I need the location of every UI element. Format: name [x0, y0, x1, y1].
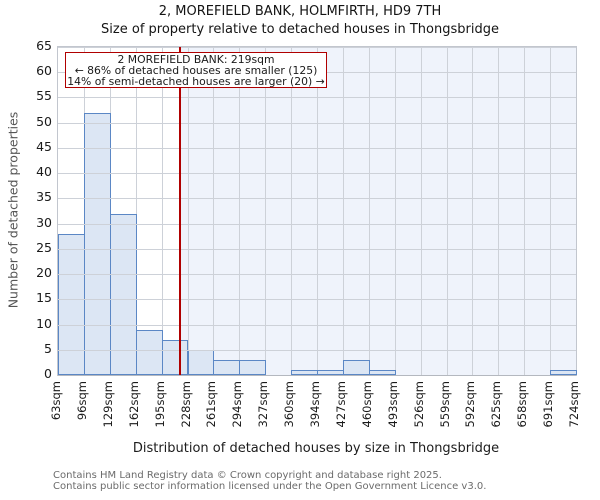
- vertical-gridline: [239, 47, 241, 375]
- vertical-gridline: [498, 47, 500, 375]
- x-tick-label: 493sqm: [385, 381, 400, 428]
- x-axis-label: Distribution of detached houses by size …: [132, 441, 500, 456]
- vertical-gridline: [342, 47, 344, 375]
- y-tick-label: 60: [36, 63, 52, 79]
- vertical-gridline: [524, 47, 526, 375]
- x-tick-label: 162sqm: [126, 381, 141, 428]
- x-tick-label: 625sqm: [489, 381, 504, 428]
- horizontal-gridline: [58, 147, 576, 149]
- x-tick-label: 360sqm: [282, 381, 297, 428]
- y-tick-label: 10: [36, 315, 52, 331]
- x-tick-label: 63sqm: [49, 381, 63, 421]
- x-axis-line: [58, 375, 576, 376]
- horizontal-gridline: [58, 223, 576, 225]
- y-tick-label: 30: [36, 214, 52, 230]
- footer-line-1: Contains HM Land Registry data © Crown c…: [53, 470, 442, 481]
- vertical-gridline: [420, 47, 422, 375]
- vertical-gridline: [394, 47, 396, 375]
- y-tick-label: 40: [36, 164, 52, 180]
- marker-line: [179, 47, 182, 375]
- horizontal-gridline: [58, 173, 576, 175]
- vertical-gridline: [368, 47, 370, 375]
- vertical-gridline: [135, 47, 137, 375]
- x-tick-label: 460sqm: [359, 381, 374, 428]
- histogram-bar: [550, 369, 577, 375]
- y-tick-label: 15: [36, 290, 52, 306]
- x-tick-label: 592sqm: [463, 381, 478, 428]
- y-tick-label: 35: [36, 189, 52, 205]
- y-tick-label: 0: [44, 366, 52, 381]
- x-tick-label: 228sqm: [178, 381, 193, 428]
- plot-area: [57, 46, 577, 376]
- histogram-bar: [58, 233, 85, 375]
- horizontal-gridline: [58, 47, 576, 48]
- y-tick-label: 20: [36, 265, 52, 281]
- histogram-bar: [135, 329, 163, 375]
- shade-right-of-marker: [180, 47, 576, 375]
- y-tick-label: 5: [44, 340, 52, 356]
- x-tick-label: 427sqm: [333, 381, 348, 428]
- horizontal-gridline: [58, 324, 576, 326]
- vertical-gridline: [472, 47, 474, 375]
- horizontal-gridline: [58, 274, 576, 276]
- vertical-gridline: [550, 47, 552, 375]
- x-tick-label: 691sqm: [541, 381, 556, 428]
- y-tick-label: 50: [36, 113, 52, 129]
- vertical-gridline: [317, 47, 318, 375]
- vertical-gridline: [265, 47, 267, 375]
- vertical-gridline: [291, 47, 293, 375]
- histogram-bar: [83, 112, 111, 375]
- annotation-box: 2 MOREFIELD BANK: 219sqm ← 86% of detach…: [65, 52, 327, 88]
- horizontal-gridline: [58, 198, 576, 200]
- page-title: 2, MOREFIELD BANK, HOLMFIRTH, HD9 7TH: [158, 4, 442, 19]
- histogram-bar: [161, 339, 189, 375]
- vertical-gridline: [187, 47, 189, 375]
- x-tick-label: 261sqm: [204, 381, 219, 428]
- x-tick-label: 526sqm: [411, 381, 426, 428]
- x-tick-label: 724sqm: [567, 381, 581, 428]
- histogram-bar: [187, 349, 215, 375]
- x-tick-label: 658sqm: [515, 381, 530, 428]
- horizontal-gridline: [58, 299, 576, 301]
- annotation-line-3: 14% of semi-detached houses are larger (…: [67, 75, 325, 88]
- x-tick-label: 195sqm: [152, 381, 167, 428]
- x-tick-label: 559sqm: [437, 381, 452, 428]
- y-tick-label: 65: [36, 38, 52, 53]
- x-tick-label: 327sqm: [256, 381, 271, 428]
- horizontal-gridline: [58, 122, 576, 124]
- x-tick-label: 96sqm: [74, 381, 89, 421]
- histogram-bar: [239, 359, 267, 375]
- page-subtitle: Size of property relative to detached ho…: [101, 22, 499, 37]
- vertical-gridline: [213, 47, 215, 375]
- y-tick-label: 55: [36, 88, 52, 104]
- vertical-gridline: [446, 47, 448, 375]
- y-tick-label: 45: [36, 138, 52, 154]
- x-tick-label: 129sqm: [100, 381, 115, 428]
- histogram-bar: [342, 359, 370, 375]
- vertical-gridline: [161, 47, 163, 375]
- histogram-bar: [109, 213, 137, 375]
- horizontal-gridline: [58, 349, 576, 351]
- x-tick-label: 294sqm: [230, 381, 245, 428]
- histogram-bar: [368, 369, 396, 375]
- annotation-line-1: 2 MOREFIELD BANK: 219sqm: [117, 53, 275, 66]
- x-tick-label: 394sqm: [308, 381, 322, 428]
- footer-line-2: Contains public sector information licen…: [53, 481, 487, 492]
- histogram-bar: [213, 359, 241, 375]
- horizontal-gridline: [58, 248, 576, 250]
- y-tick-label: 25: [36, 239, 52, 255]
- horizontal-gridline: [58, 97, 576, 99]
- annotation-line-2: ← 86% of detached houses are smaller (12…: [74, 64, 318, 77]
